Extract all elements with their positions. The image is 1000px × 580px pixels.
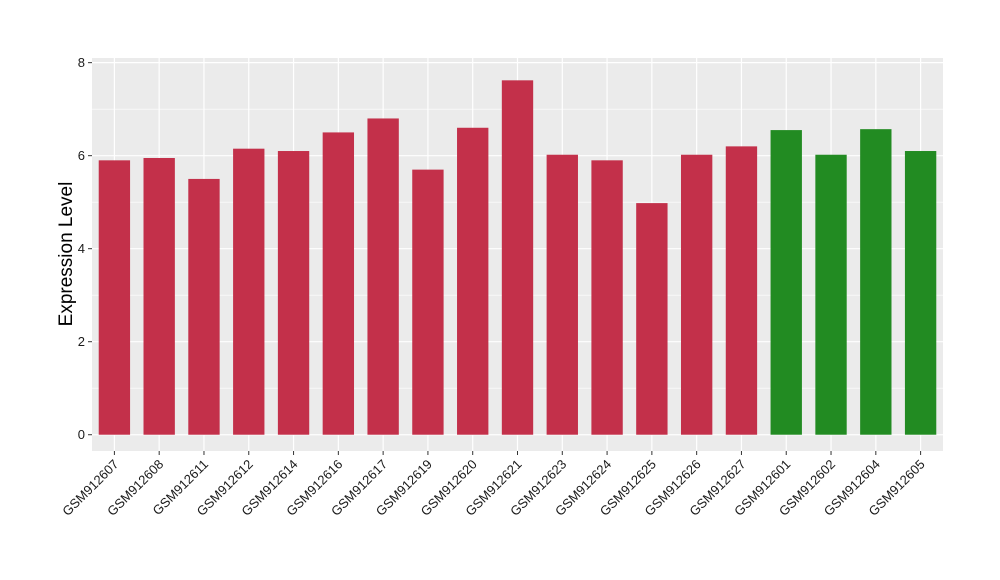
bar — [815, 154, 847, 435]
y-tick-label: 0 — [78, 427, 85, 442]
bar — [636, 203, 668, 435]
y-tick-label: 4 — [78, 241, 85, 256]
bar — [904, 151, 937, 435]
y-axis-title: Expression Level — [56, 182, 77, 327]
bar — [501, 80, 534, 435]
bar — [546, 154, 578, 435]
bar — [367, 118, 399, 435]
bar — [412, 169, 444, 435]
bar — [591, 160, 623, 435]
y-tick-label: 8 — [78, 55, 85, 70]
bar — [322, 132, 355, 435]
bars — [98, 80, 937, 435]
y-axis: 0 2 4 6 8 — [78, 55, 92, 442]
bar — [860, 129, 892, 435]
bar — [277, 151, 310, 435]
bar — [770, 130, 802, 435]
y-tick-label: 6 — [78, 148, 85, 163]
bar — [143, 157, 175, 435]
bar — [725, 146, 758, 435]
y-tick-label: 2 — [78, 334, 85, 349]
x-axis: GSM912607GSM912608GSM912611GSM912612GSM9… — [59, 451, 928, 519]
bar — [457, 127, 489, 435]
bar — [188, 178, 220, 435]
bar — [233, 148, 265, 435]
bar — [680, 154, 713, 435]
bar — [98, 160, 131, 435]
